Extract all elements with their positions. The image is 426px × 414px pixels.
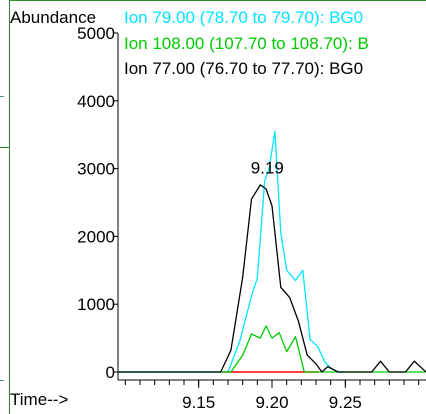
left-frame-border xyxy=(9,0,10,414)
legend-entry: Ion 108.00 (107.70 to 108.70): B xyxy=(124,34,369,53)
x-tick-label: 9.25 xyxy=(329,393,362,412)
y-tick-label: 5000 xyxy=(77,24,115,43)
series-line-108.00 xyxy=(118,325,426,373)
legend-entry: Ion 77.00 (76.70 to 77.70): BG0 xyxy=(124,59,363,78)
legend-entry: Ion 79.00 (78.70 to 79.70): BG0 xyxy=(124,8,363,27)
series-line-77.00 xyxy=(118,184,426,373)
top-frame-border xyxy=(9,0,426,1)
left-edge-mark xyxy=(0,380,4,381)
y-tick-label: 0 xyxy=(106,363,115,382)
y-tick-label: 3000 xyxy=(77,160,115,179)
y-tick-label: 1000 xyxy=(77,295,115,314)
left-edge-mark xyxy=(0,96,4,97)
x-tick-label: 9.15 xyxy=(182,393,215,412)
x-tick-label: 9.20 xyxy=(255,393,288,412)
series-line-79.00 xyxy=(118,130,346,373)
peak-label: 9.19 xyxy=(251,159,284,178)
y-axis-title: Abundance xyxy=(10,8,96,27)
left-panel-divider xyxy=(0,147,10,148)
x-axis-title: Time--> xyxy=(10,390,68,409)
y-tick-label: 2000 xyxy=(77,227,115,246)
y-tick-label: 4000 xyxy=(77,92,115,111)
